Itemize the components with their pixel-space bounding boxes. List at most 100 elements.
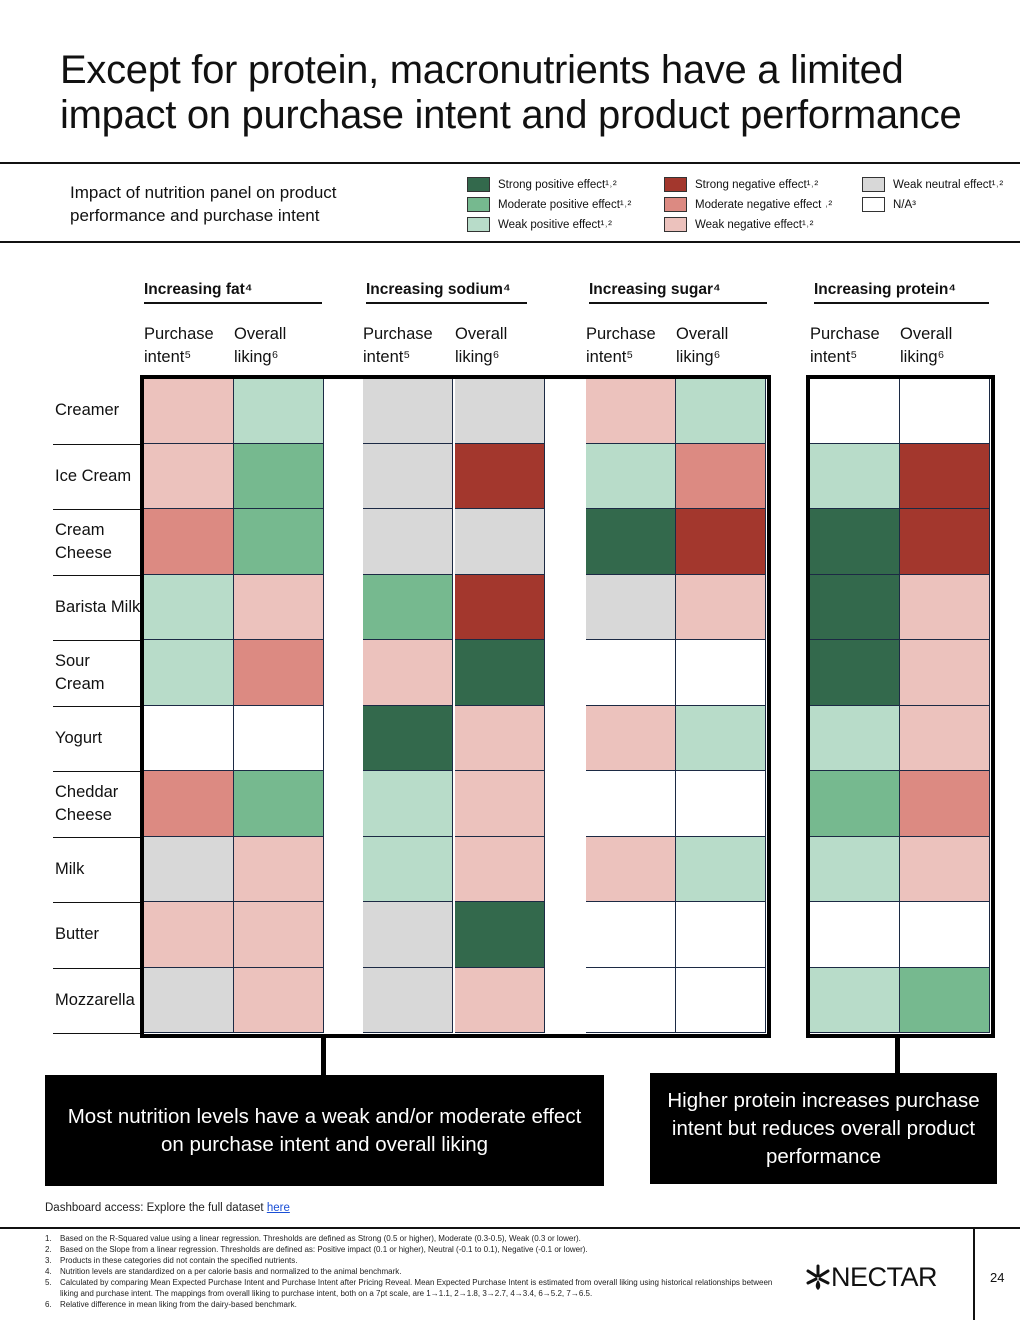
legend-swatch — [862, 197, 885, 212]
heatmap-cell — [810, 967, 900, 1033]
heatmap-cell — [900, 509, 990, 575]
heatmap-cell — [586, 967, 676, 1033]
row-label: Butter — [55, 925, 100, 944]
heatmap-cell — [144, 574, 234, 640]
right-callout: Higher protein increases purchase intent… — [650, 1073, 997, 1184]
heatmap-cell — [234, 902, 324, 968]
heatmap-cell — [810, 640, 900, 706]
heatmap-cell — [234, 771, 324, 837]
heatmap-cell — [900, 705, 990, 771]
heatmap-cell — [676, 902, 766, 968]
row-label: Creamer — [55, 401, 120, 420]
heatmap-cell — [144, 771, 234, 837]
col-header-overall-liking: Overall liking⁶ — [900, 325, 953, 366]
left-callout: Most nutrition levels have a weak and/or… — [45, 1075, 604, 1186]
footnote: 1. Based on the R-Squared value using a l… — [45, 1233, 785, 1244]
legend-swatch — [664, 217, 687, 232]
heatmap-cell — [586, 902, 676, 968]
heatmap-cell — [363, 836, 453, 902]
heatmap-cell — [234, 640, 324, 706]
heatmap-cell — [586, 705, 676, 771]
legend-swatch — [467, 177, 490, 192]
heatmap-cell — [363, 705, 453, 771]
footnote-text: Relative difference in mean liking from … — [60, 1300, 297, 1309]
heatmap-cell — [455, 574, 545, 640]
footnote: 4. Nutrition levels are standardized on a… — [45, 1266, 785, 1277]
legend-item-neutral: Weak neutral effect¹˒² — [862, 177, 1003, 192]
heatmap-cell — [900, 836, 990, 902]
footnote-text: Products in these categories did not con… — [60, 1256, 298, 1265]
group-underline — [366, 302, 527, 304]
heatmap-cell — [455, 902, 545, 968]
heatmap-cell — [586, 443, 676, 509]
heatmap-cell — [810, 443, 900, 509]
heatmap-cell — [234, 836, 324, 902]
heatmap-cell — [144, 967, 234, 1033]
legend-item-strong-pos: Strong positive effect¹˒² — [467, 177, 617, 192]
page-title: Except for protein, macronutrients have … — [60, 48, 962, 137]
col-header-overall-liking: Overall liking⁶ — [455, 325, 508, 366]
legend-item-weak-neg: Weak negative effect¹˒² — [664, 217, 813, 232]
heatmap-cell — [676, 640, 766, 706]
row-divider — [53, 836, 144, 838]
group-title-2: Increasing sugar⁴ — [589, 281, 721, 298]
heatmap-cell — [586, 378, 676, 444]
dashboard-access: Dashboard access: Explore the full datas… — [45, 1202, 290, 1214]
heatmap-cell — [363, 509, 453, 575]
legend-label: Weak negative effect¹˒² — [695, 218, 814, 231]
heatmap-cell — [234, 705, 324, 771]
legend-label: N/A³ — [893, 198, 916, 211]
heatmap-cell — [676, 509, 766, 575]
heatmap-cell — [455, 509, 545, 575]
page-number: 24 — [990, 1270, 1005, 1285]
heatmap-cell — [676, 378, 766, 444]
row-label: Cream Cheese — [55, 520, 112, 562]
heatmap-cell — [363, 640, 453, 706]
group-title-3: Increasing protein⁴ — [814, 281, 957, 298]
heatmap-cell — [810, 836, 900, 902]
legend-label: Moderate positive effect¹˒² — [498, 198, 632, 211]
row-divider — [53, 967, 144, 969]
legend-item-weak-pos: Weak positive effect¹˒² — [467, 217, 612, 232]
heatmap-cell — [363, 902, 453, 968]
heatmap-cell — [455, 967, 545, 1033]
heatmap-cell — [676, 836, 766, 902]
dashboard-link[interactable]: here — [266, 1202, 290, 1214]
legend-label: Strong positive effect¹˒² — [498, 178, 617, 191]
row-label: Yogurt — [55, 728, 103, 747]
heatmap-cell — [810, 378, 900, 444]
heatmap-cell — [234, 443, 324, 509]
legend-item-mod-neg: Moderate negative effect ˒² — [664, 197, 832, 212]
footnote-number: 1. — [45, 1234, 52, 1243]
col-header-purchase-intent: Purchase intent⁵ — [810, 325, 880, 366]
heatmap-cell — [586, 836, 676, 902]
legend-item-mod-pos: Moderate positive effect¹˒² — [467, 197, 631, 212]
col-header-purchase-intent: Purchase intent⁵ — [144, 325, 214, 366]
row-divider — [53, 640, 144, 641]
logo-text: NECTAR — [831, 1262, 938, 1292]
heatmap-cell — [363, 443, 453, 509]
footnote-text: Nutrition levels are standardized on a p… — [60, 1267, 402, 1276]
footnote: 6. Relative difference in mean liking fro… — [45, 1299, 785, 1310]
heatmap-cell — [676, 967, 766, 1033]
heatmap-cell — [586, 640, 676, 706]
heatmap-cell — [144, 443, 234, 509]
footnote-text: Based on the R-Squared value using a lin… — [60, 1234, 581, 1243]
group-underline — [144, 302, 322, 304]
heatmap-cell — [144, 902, 234, 968]
heatmap-cell — [455, 836, 545, 902]
heatmap-cell — [586, 771, 676, 837]
legend-divider — [0, 241, 1020, 243]
group-underline — [589, 302, 767, 304]
nectar-logo-icon — [806, 1264, 830, 1290]
row-label: Milk — [55, 859, 85, 878]
heatmap-cell — [900, 902, 990, 968]
heatmap-cell — [234, 967, 324, 1033]
footer-divider — [0, 1227, 1020, 1229]
heatmap-cell — [810, 902, 900, 968]
heatmap-cell — [810, 771, 900, 837]
heatmap-cell — [676, 771, 766, 837]
row-label: Barista Milk — [55, 597, 141, 616]
legend-item-strong-neg: Strong negative effect¹˒² — [664, 177, 818, 192]
col-header-purchase-intent: Purchase intent⁵ — [586, 325, 656, 366]
